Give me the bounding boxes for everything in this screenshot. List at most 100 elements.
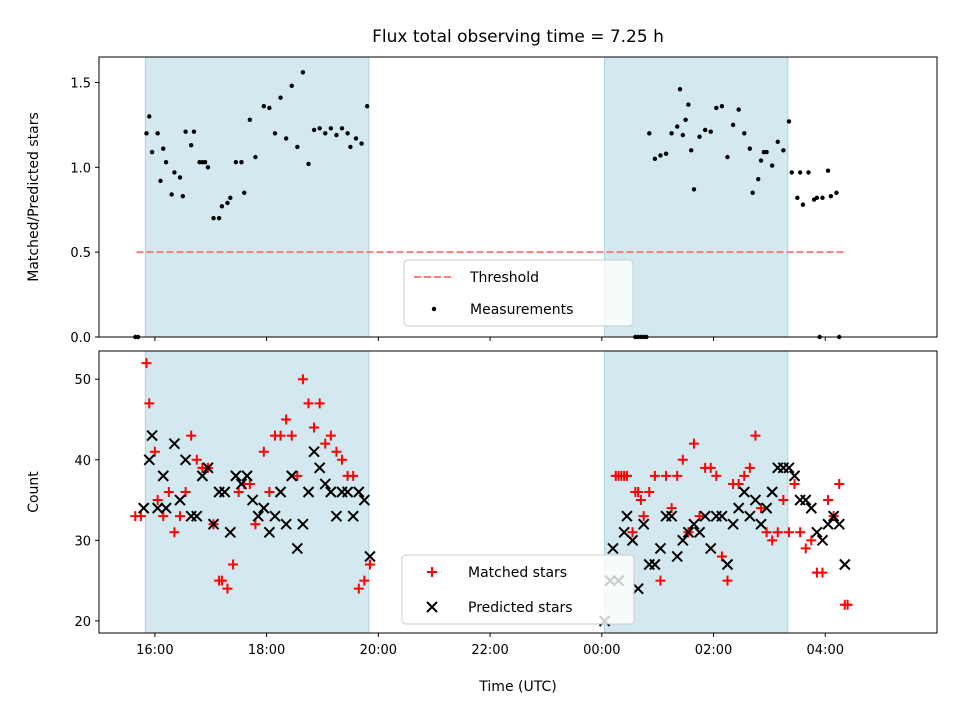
legend-label: Threshold bbox=[469, 270, 539, 286]
predicted-stars-point bbox=[157, 470, 169, 482]
measurement-point bbox=[328, 126, 334, 131]
matched-stars-point bbox=[649, 470, 660, 481]
predicted-stars-point bbox=[263, 526, 276, 538]
top-panel: 0.0 0.5 1.0 1.5 Matched/Predicted stars Thr… bbox=[26, 56, 938, 346]
predicted-stars-point bbox=[252, 510, 264, 522]
top-shaded-interval bbox=[144, 56, 370, 338]
predicted-stars-point bbox=[274, 486, 287, 498]
measurement-point bbox=[348, 144, 353, 150]
bottom-y-tick-label: 20 bbox=[74, 615, 91, 630]
measurement-point bbox=[272, 131, 278, 136]
predicted-stars-point bbox=[805, 502, 818, 514]
matched-stars-point bbox=[250, 519, 261, 530]
matched-stars-point bbox=[716, 551, 727, 562]
measurement-point bbox=[219, 204, 225, 209]
matched-stars-point bbox=[722, 575, 733, 586]
predicted-stars-point bbox=[196, 470, 209, 482]
predicted-stars-point bbox=[151, 502, 164, 514]
predicted-stars-point bbox=[358, 494, 371, 506]
measurement-point bbox=[149, 149, 155, 155]
measurement-point bbox=[158, 178, 163, 184]
predicted-stars-point bbox=[788, 470, 801, 482]
predicted-stars-point bbox=[241, 470, 253, 482]
matched-stars-point bbox=[633, 487, 644, 497]
predicted-stars-point bbox=[732, 502, 745, 514]
bottom-y-axis-label: Count bbox=[26, 471, 42, 513]
bottom-legend: Matched stars Predicted stars bbox=[401, 554, 635, 625]
predicted-stars-point bbox=[297, 518, 309, 530]
matched-stars-point bbox=[169, 527, 180, 538]
measurement-point bbox=[147, 114, 152, 119]
predicted-stars-point bbox=[286, 470, 298, 482]
measurement-point bbox=[353, 136, 359, 141]
bottom-panel: 20 30 40 50 16:00 18:00 20:00 22:00 00:00 02:00 0… bbox=[26, 350, 938, 695]
matched-stars-point bbox=[297, 374, 308, 385]
measurement-point bbox=[239, 160, 244, 165]
predicted-stars-point bbox=[191, 510, 203, 522]
measurement-point bbox=[658, 153, 663, 158]
measurement-point bbox=[800, 202, 806, 207]
matched-stars-point bbox=[175, 511, 186, 522]
bottom-axes-frame bbox=[98, 350, 938, 634]
measurement-point bbox=[825, 168, 831, 173]
measurement-point bbox=[747, 146, 753, 151]
measurement-point bbox=[697, 134, 702, 139]
x-tick-label: 00:00 bbox=[583, 643, 620, 658]
predicted-stars-point bbox=[246, 494, 259, 506]
matched-stars-point bbox=[180, 487, 191, 497]
matched-stars-point bbox=[149, 446, 160, 457]
x-tick-label: 20:00 bbox=[360, 643, 397, 658]
predicted-stars-point bbox=[269, 510, 281, 522]
top-shaded-intervals bbox=[144, 56, 789, 338]
measurement-point bbox=[242, 190, 247, 195]
measurement-point bbox=[225, 200, 230, 206]
measurement-point bbox=[764, 149, 769, 155]
matched-stars-point bbox=[141, 358, 152, 369]
measurement-point bbox=[180, 193, 185, 199]
matched-stars-point bbox=[834, 478, 845, 489]
matched-stars-point bbox=[264, 487, 275, 497]
measurement-point bbox=[163, 160, 169, 165]
predicted-stars-point bbox=[325, 486, 337, 498]
matched-stars-point bbox=[228, 559, 239, 570]
matched-stars-point bbox=[309, 422, 320, 433]
matched-stars-point bbox=[348, 470, 359, 481]
predicted-stars-point bbox=[822, 518, 834, 530]
measurement-point bbox=[797, 170, 803, 175]
predicted-stars-point bbox=[649, 558, 661, 571]
matched-stars-point bbox=[353, 583, 364, 594]
matched-stars-point bbox=[806, 535, 817, 546]
measurement-point bbox=[233, 160, 239, 165]
x-tick-label: 18:00 bbox=[248, 643, 285, 658]
measurement-point bbox=[820, 195, 825, 201]
predicted-stars-point bbox=[783, 462, 795, 474]
matched-stars-point bbox=[292, 470, 303, 481]
matched-stars-point bbox=[163, 487, 174, 497]
matched-stars-point bbox=[275, 430, 286, 441]
predicted-stars-point bbox=[816, 534, 829, 547]
legend-matched-handle bbox=[427, 567, 437, 577]
predicted-stars-point bbox=[330, 510, 343, 522]
matched-stars-point bbox=[186, 430, 197, 441]
matched-stars-point bbox=[244, 478, 255, 489]
bottom-y-tick-label: 30 bbox=[74, 534, 91, 549]
measurement-point bbox=[289, 83, 294, 89]
matched-stars-point bbox=[705, 462, 716, 473]
predicted-stars-point bbox=[160, 502, 172, 514]
measurement-point bbox=[339, 126, 345, 131]
predicted-stars-point bbox=[665, 510, 678, 522]
matched-stars-point bbox=[778, 495, 789, 506]
bottom-y-tick-label: 40 bbox=[74, 454, 91, 469]
measurement-point bbox=[714, 105, 719, 111]
measurement-point bbox=[691, 187, 697, 192]
matched-stars-point bbox=[767, 535, 778, 546]
matched-stars-point bbox=[672, 470, 683, 481]
predicted-stars-point bbox=[827, 510, 840, 522]
matched-stars-point bbox=[644, 487, 655, 497]
matched-stars-point bbox=[135, 511, 146, 522]
matched-stars-point bbox=[666, 503, 677, 514]
matched-stars-point bbox=[635, 495, 646, 506]
measurement-point bbox=[675, 124, 680, 129]
predicted-stars-point bbox=[727, 518, 739, 530]
